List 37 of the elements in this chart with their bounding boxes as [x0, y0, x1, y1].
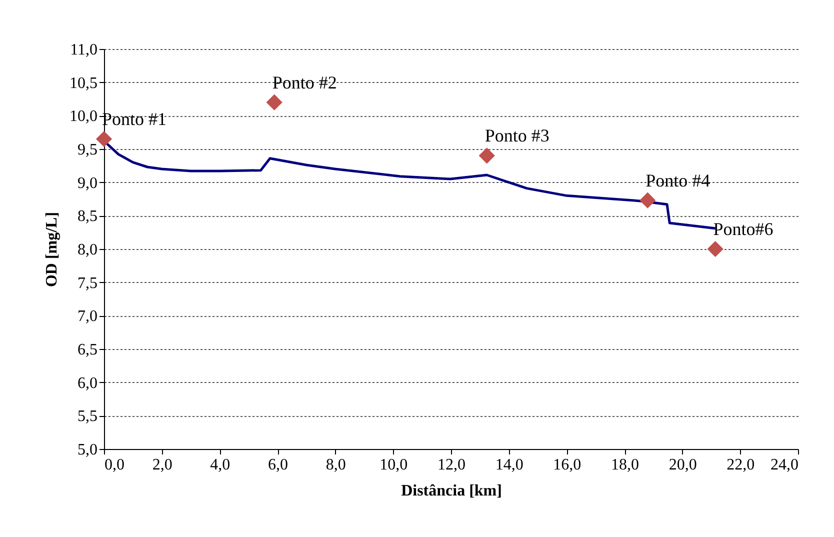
x-tick-label: 2,0	[152, 456, 172, 474]
x-tick-label: 22,0	[726, 456, 755, 474]
y-tick-label: 7,5	[78, 274, 98, 292]
y-tick-label: 5,5	[78, 408, 98, 426]
point	[96, 130, 112, 148]
x-tick-label: 0,0	[104, 456, 124, 474]
y-tick-label: 5,0	[78, 442, 98, 458]
x-tick-label: 10,0	[380, 456, 408, 474]
y-tick-label: 10,0	[70, 108, 98, 126]
y-tick-label: 7,0	[78, 308, 98, 326]
x-tick-label: 24,0	[770, 456, 798, 474]
y-axis-title: OD [mg/L]	[44, 212, 60, 288]
x-tick-label: 14,0	[495, 456, 524, 474]
x-tick-label: 18,0	[611, 456, 639, 474]
y-tick-label: 9,0	[78, 174, 98, 192]
y-tick-label: 9,5	[78, 142, 98, 158]
x-tick-label: 12,0	[438, 456, 466, 474]
x-tick-label: 6,0	[268, 456, 288, 474]
y-tick-label: 8,5	[78, 208, 98, 226]
annotation: Ponto #2	[272, 72, 337, 92]
y-tick-label: 11,0	[70, 42, 98, 58]
annotation: Ponto#6	[713, 219, 774, 239]
point	[478, 148, 495, 164]
y-tick-label: 6,0	[78, 374, 98, 392]
point	[640, 192, 656, 208]
annotation: Ponto #3	[484, 126, 550, 146]
point	[707, 240, 724, 258]
x-tick-label: 16,0	[553, 456, 582, 474]
y-tick-label: 10,5	[70, 74, 98, 92]
y-tick-label: 6,5	[78, 342, 98, 358]
point	[266, 94, 282, 110]
x-tick-label: 8,0	[326, 456, 346, 474]
annotation: Ponto #4	[646, 170, 710, 190]
y-tick-label: 8,0	[78, 242, 98, 258]
x-tick-label: 20,0	[668, 456, 697, 474]
x-axis-title: Distância [km]	[401, 482, 502, 500]
x-tick-label: 4,0	[210, 456, 230, 474]
